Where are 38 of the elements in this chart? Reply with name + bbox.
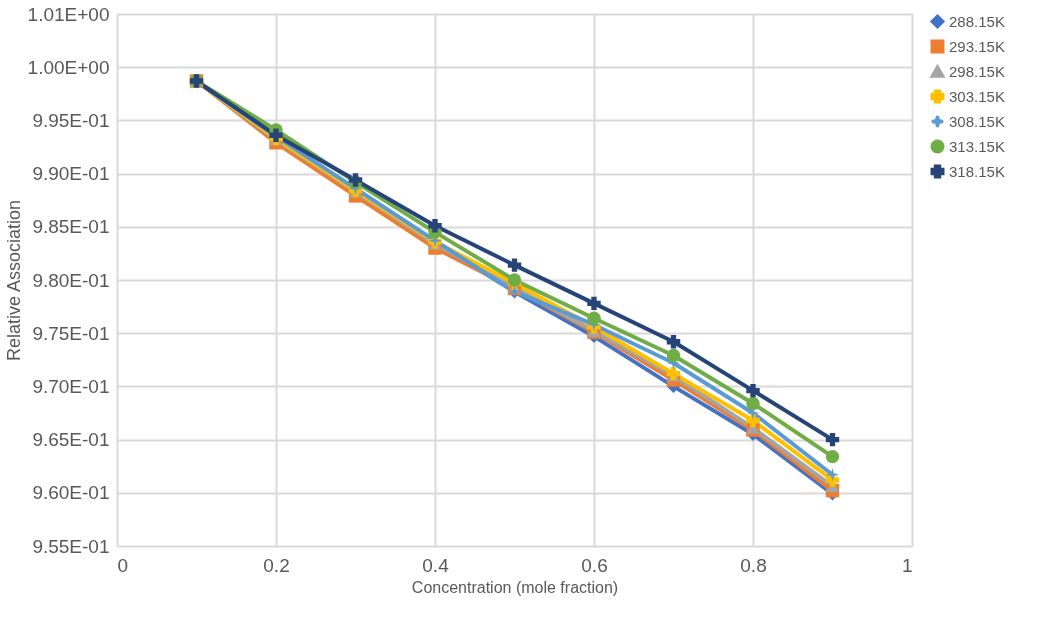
x-tick-label: 0.2 (263, 554, 290, 576)
point (825, 468, 840, 482)
legend-label: 298.15K (949, 62, 1005, 80)
legend-label: 288.15K (949, 12, 1005, 30)
legend-label: 318.15K (949, 162, 1005, 180)
legend-label: 293.15K (949, 37, 1005, 55)
y-tick-label: 9.75E-01 (32, 322, 110, 344)
point (587, 296, 601, 311)
point (428, 219, 442, 233)
point (746, 396, 760, 411)
x-tick-label: 0 (117, 554, 129, 576)
y-tick-label: 9.60E-01 (32, 482, 110, 504)
point (666, 348, 681, 363)
y-tick-label: 9.95E-01 (32, 109, 110, 131)
legend-label: 303.15K (949, 87, 1005, 105)
y-tick-label: 9.65E-01 (32, 429, 110, 451)
point (746, 383, 760, 398)
y-axis-title: Relative Association (3, 199, 24, 362)
y-tick-label: 9.80E-01 (32, 269, 110, 291)
point (666, 335, 681, 349)
y-tick-label: 1.01E+00 (27, 3, 110, 25)
x-tick-label: 0.6 (581, 554, 608, 576)
point (587, 311, 601, 325)
x-tick-label: 1 (901, 554, 913, 576)
x-tick-label: 0.8 (740, 554, 767, 576)
y-tick-label: 9.70E-01 (32, 375, 110, 397)
point (825, 449, 840, 464)
y-tick-label: 9.85E-01 (32, 216, 110, 238)
point (825, 432, 840, 447)
x-axis-title: Concentration (mole fraction) (411, 578, 619, 596)
x-tick-label: 0.4 (422, 554, 450, 576)
point (507, 258, 522, 272)
y-tick-label: 9.55E-01 (32, 535, 110, 557)
y-tick-label: 9.90E-01 (32, 163, 110, 185)
legend-label: 313.15K (949, 137, 1005, 155)
point (746, 413, 760, 428)
y-tick-label: 1.00E+00 (27, 56, 110, 78)
legend-label: 308.15K (949, 112, 1005, 130)
